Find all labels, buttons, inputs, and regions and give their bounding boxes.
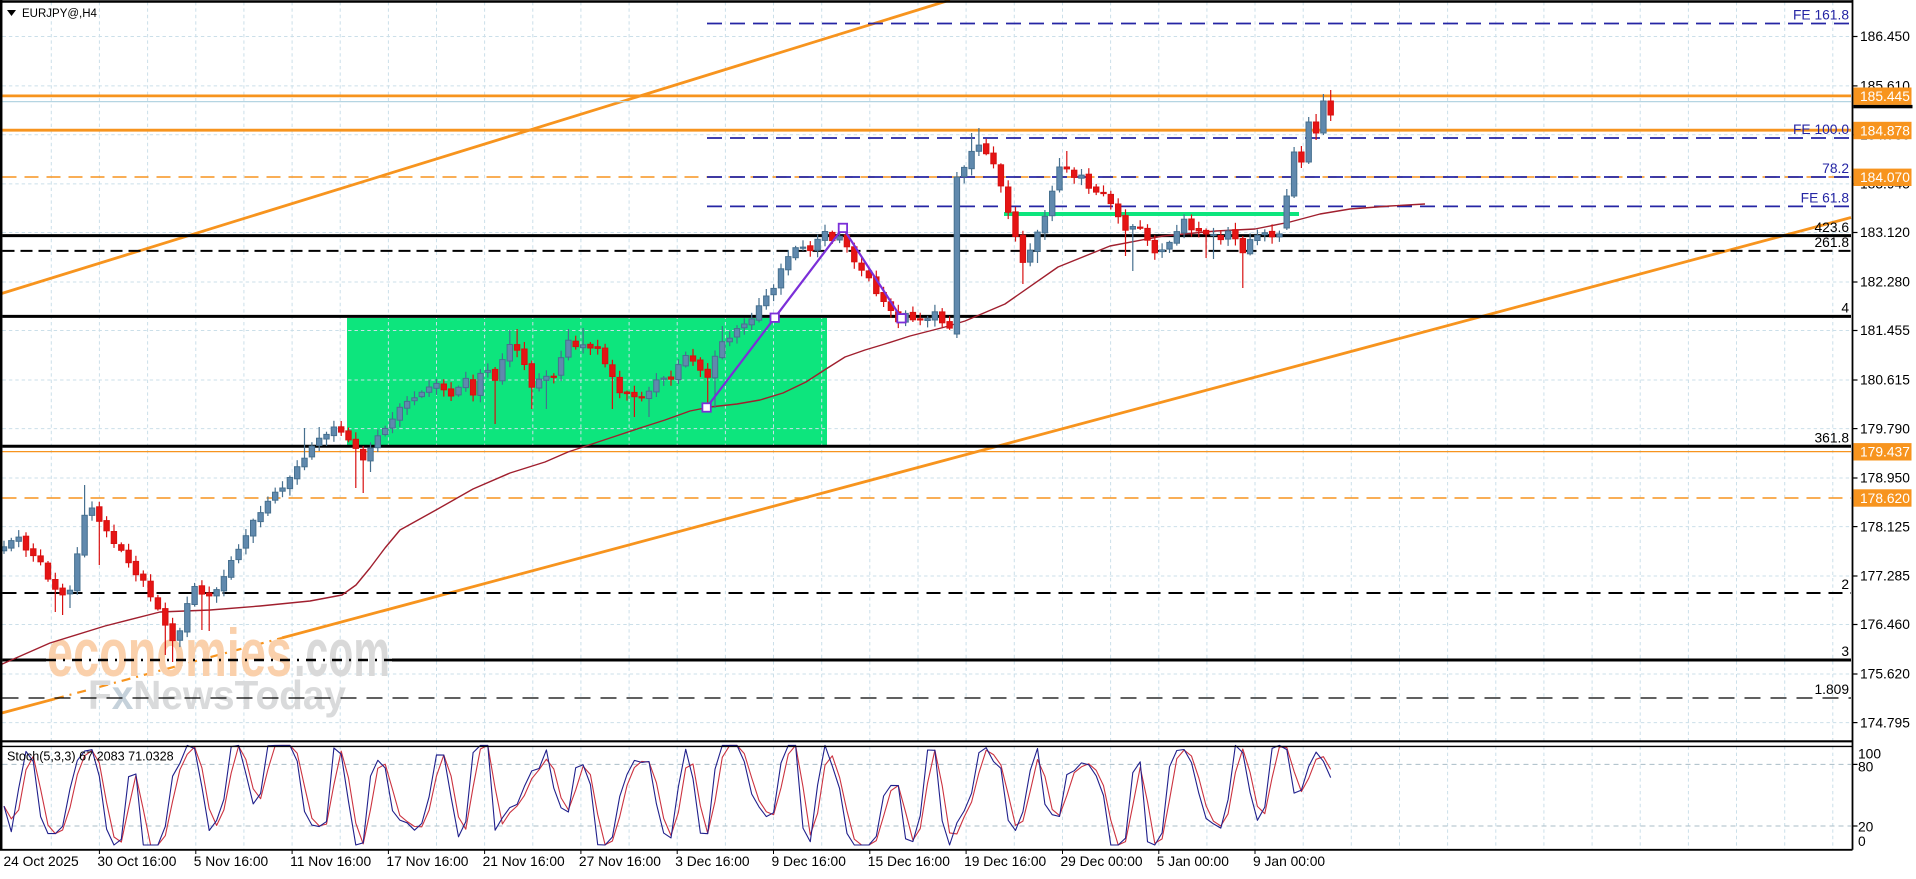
svg-text:FE 161.8: FE 161.8: [1793, 8, 1849, 23]
svg-text:179.437: 179.437: [1860, 445, 1910, 460]
svg-text:4: 4: [1841, 301, 1849, 316]
svg-text:261.8: 261.8: [1814, 235, 1849, 250]
svg-text:FxNewsToday: FxNewsToday: [88, 672, 346, 718]
svg-text:21 Nov 16:00: 21 Nov 16:00: [483, 854, 565, 869]
svg-text:0: 0: [1858, 834, 1866, 849]
svg-text:178.620: 178.620: [1860, 491, 1910, 506]
svg-text:1.809: 1.809: [1814, 682, 1849, 697]
svg-text:2: 2: [1841, 577, 1849, 592]
svg-text:180.615: 180.615: [1860, 373, 1910, 388]
svg-text:EURJPY@,H4: EURJPY@,H4: [22, 8, 98, 20]
svg-text:11 Nov 16:00: 11 Nov 16:00: [290, 854, 371, 869]
svg-text:5 Jan 00:00: 5 Jan 00:00: [1157, 854, 1229, 869]
svg-text:183.120: 183.120: [1860, 225, 1910, 240]
svg-text:FE 61.8: FE 61.8: [1801, 190, 1850, 205]
svg-text:361.8: 361.8: [1814, 431, 1849, 446]
svg-text:9 Dec 16:00: 9 Dec 16:00: [772, 854, 847, 869]
svg-text:9 Jan 00:00: 9 Jan 00:00: [1253, 854, 1325, 869]
svg-text:100: 100: [1858, 747, 1881, 762]
svg-text:184.070: 184.070: [1860, 170, 1910, 185]
svg-text:24 Oct 2025: 24 Oct 2025: [4, 854, 79, 869]
svg-text:FE 100.0: FE 100.0: [1793, 122, 1849, 137]
svg-text:178.125: 178.125: [1860, 519, 1910, 534]
svg-text:5 Nov 16:00: 5 Nov 16:00: [194, 854, 269, 869]
svg-text:423.6: 423.6: [1814, 220, 1849, 235]
svg-text:175.620: 175.620: [1860, 667, 1910, 682]
svg-text:30 Oct 16:00: 30 Oct 16:00: [97, 854, 176, 869]
svg-text:184.878: 184.878: [1860, 123, 1910, 138]
svg-text:78.2: 78.2: [1822, 161, 1849, 176]
svg-text:181.455: 181.455: [1860, 323, 1910, 338]
svg-text:177.285: 177.285: [1860, 569, 1910, 584]
svg-text:27 Nov 16:00: 27 Nov 16:00: [579, 854, 661, 869]
svg-text:15 Dec 16:00: 15 Dec 16:00: [868, 854, 950, 869]
svg-text:20: 20: [1858, 820, 1874, 835]
svg-text:.com: .com: [294, 615, 390, 691]
svg-text:174.795: 174.795: [1860, 715, 1910, 730]
svg-text:17 Nov 16:00: 17 Nov 16:00: [386, 854, 468, 869]
svg-text:179.790: 179.790: [1860, 421, 1910, 436]
svg-text:185.445: 185.445: [1860, 89, 1910, 104]
svg-text:186.450: 186.450: [1860, 29, 1910, 44]
svg-text:19 Dec 16:00: 19 Dec 16:00: [964, 854, 1046, 869]
svg-text:80: 80: [1858, 760, 1874, 775]
svg-text:3 Dec 16:00: 3 Dec 16:00: [675, 854, 750, 869]
svg-text:176.460: 176.460: [1860, 617, 1910, 632]
svg-text:Stoch(5,3,3) 67.2083 71.0328: Stoch(5,3,3) 67.2083 71.0328: [7, 750, 174, 764]
svg-text:178.950: 178.950: [1860, 471, 1910, 486]
svg-text:29 Dec 00:00: 29 Dec 00:00: [1061, 854, 1143, 869]
svg-text:3: 3: [1841, 644, 1849, 659]
svg-text:182.280: 182.280: [1860, 275, 1910, 290]
